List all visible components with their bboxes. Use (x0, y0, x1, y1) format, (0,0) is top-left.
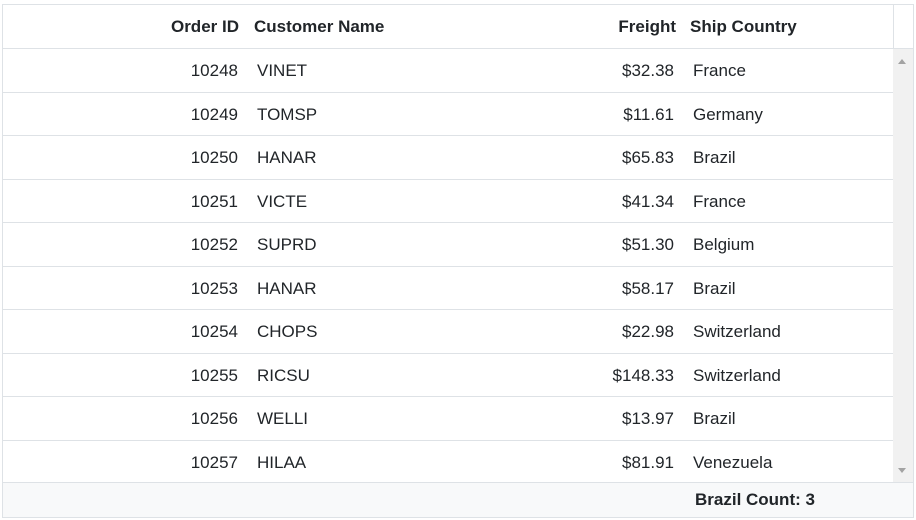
order-id-cell: 10248 (190, 61, 238, 80)
grid-header: Order ID Customer Name Freight Ship Coun… (3, 5, 913, 49)
customer-name-cell: CHOPS (257, 322, 318, 341)
ship-country-cell: Germany (693, 104, 763, 124)
freight-cell: $51.30 (622, 235, 674, 254)
ship-country-cell: Brazil (693, 148, 736, 167)
vertical-scrollbar[interactable] (893, 49, 913, 483)
column-header-customer-name[interactable]: Customer Name (254, 17, 385, 36)
grid-content: 10248 VINET $32.38 France 10249 TOMSP $1… (3, 49, 893, 483)
freight-cell: $65.83 (622, 148, 674, 167)
customer-name-cell: HANAR (257, 278, 317, 298)
grid-footer-summary: Brazil Count: 3 (3, 482, 913, 517)
brazil-count-summary: Brazil Count: 3 (695, 490, 815, 509)
ship-country-cell: Switzerland (693, 365, 781, 385)
order-id-cell: 10255 (190, 365, 238, 385)
ship-country-cell: Brazil (693, 409, 736, 428)
table-row[interactable]: 10253 HANAR $58.17 Brazil (3, 267, 893, 310)
table-row[interactable]: 10256 WELLI $13.97 Brazil (3, 397, 893, 441)
table-row[interactable]: 10250 HANAR $65.83 Brazil (3, 136, 893, 180)
order-id-cell: 10252 (190, 235, 238, 254)
customer-name-cell: WELLI (257, 409, 309, 428)
customer-name-cell: HANAR (257, 148, 317, 167)
order-id-cell: 10253 (190, 278, 238, 298)
order-id-cell: 10256 (190, 409, 238, 428)
ship-country-cell: France (693, 191, 746, 211)
table-row[interactable]: 10257 HILAA $81.91 Venezuela (3, 441, 893, 484)
ship-country-cell: France (693, 61, 746, 80)
freight-cell: $11.61 (623, 104, 674, 124)
freight-cell: $13.97 (622, 409, 674, 428)
table-row[interactable]: 10255 RICSU $148.33 Switzerland (3, 354, 893, 397)
ship-country-cell: Switzerland (693, 322, 781, 341)
customer-name-cell: VINET (257, 61, 308, 80)
order-id-cell: 10251 (190, 191, 238, 211)
table-row[interactable]: 10252 SUPRD $51.30 Belgium (3, 223, 893, 267)
customer-name-cell: VICTE (257, 191, 308, 211)
customer-name-cell: RICSU (257, 365, 310, 385)
freight-cell: $22.98 (622, 322, 674, 341)
column-header-freight[interactable]: Freight (618, 17, 676, 36)
freight-cell: $148.33 (612, 365, 674, 385)
customer-name-cell: SUPRD (257, 235, 317, 254)
table-row[interactable]: 10249 TOMSP $11.61 Germany (3, 93, 893, 136)
order-id-cell: 10254 (190, 322, 238, 341)
freight-cell: $81.91 (622, 452, 674, 472)
table-row[interactable]: 10248 VINET $32.38 France (3, 49, 893, 93)
header-scrollbar-spacer (893, 5, 913, 48)
customer-name-cell: HILAA (257, 452, 307, 472)
ship-country-cell: Belgium (693, 235, 755, 254)
order-id-cell: 10250 (190, 148, 238, 167)
scroll-up-arrow-icon[interactable] (898, 59, 906, 64)
data-grid: Order ID Customer Name Freight Ship Coun… (2, 4, 914, 518)
scroll-down-arrow-icon[interactable] (898, 468, 906, 473)
freight-cell: $58.17 (622, 278, 674, 298)
customer-name-cell: TOMSP (257, 104, 318, 124)
column-header-order-id[interactable]: Order ID (170, 17, 239, 36)
freight-cell: $32.38 (622, 61, 674, 80)
order-id-cell: 10249 (190, 104, 238, 124)
order-id-cell: 10257 (190, 452, 238, 472)
ship-country-cell: Brazil (693, 278, 736, 298)
table-row[interactable]: 10254 CHOPS $22.98 Switzerland (3, 310, 893, 354)
freight-cell: $41.34 (622, 191, 674, 211)
table-row[interactable]: 10251 VICTE $41.34 France (3, 180, 893, 223)
column-header-ship-country[interactable]: Ship Country (690, 17, 797, 36)
ship-country-cell: Venezuela (693, 452, 773, 472)
